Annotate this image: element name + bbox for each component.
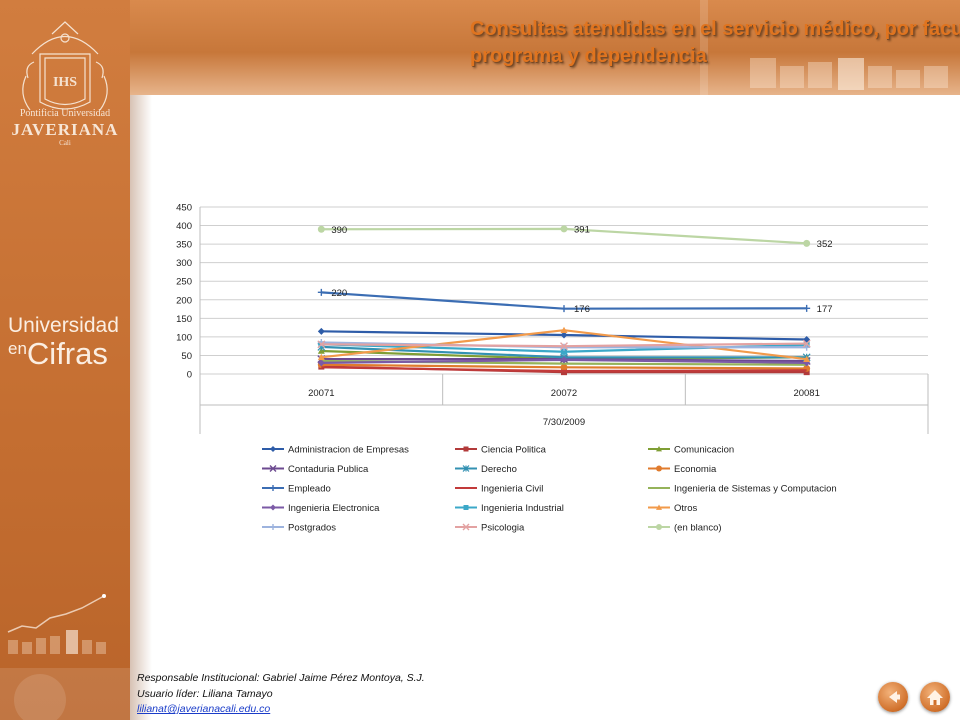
legend-entry: Psicologia bbox=[481, 523, 525, 534]
y-tick-label: 150 bbox=[176, 314, 192, 325]
y-tick-label: 250 bbox=[176, 277, 192, 288]
data-point bbox=[317, 225, 325, 233]
legend-marker bbox=[463, 505, 469, 510]
logo-line-javeriana: JAVERIANA bbox=[11, 120, 119, 139]
y-tick-label: 400 bbox=[176, 221, 192, 232]
university-crest-icon: IHS bbox=[22, 21, 108, 111]
legend-marker bbox=[656, 446, 662, 452]
x-tick-label: 20072 bbox=[551, 388, 577, 399]
x-tick-label: 20081 bbox=[793, 388, 819, 399]
legend-marker bbox=[462, 523, 470, 531]
slide-title: Consultas atendidas en el servicio médic… bbox=[470, 18, 960, 67]
legend-marker bbox=[463, 446, 469, 452]
legend-marker bbox=[656, 504, 662, 510]
sidebar: IHS Pontificia Universidad JAVERIANA Cal… bbox=[0, 0, 130, 720]
back-button[interactable] bbox=[878, 682, 908, 712]
data-point bbox=[560, 225, 568, 233]
brand-en: en bbox=[8, 339, 27, 358]
home-button[interactable] bbox=[920, 682, 950, 712]
legend-marker bbox=[656, 465, 662, 472]
legend-entry: Administracion de Empresas bbox=[288, 445, 409, 456]
header-bars-decoration-icon bbox=[700, 0, 948, 95]
legend-entry: Empleado bbox=[288, 484, 331, 495]
footer-responsable: Responsable Institucional: Gabriel Jaime… bbox=[137, 672, 425, 684]
data-label: 391 bbox=[574, 224, 590, 235]
brand-cifras: Cifras bbox=[26, 336, 108, 371]
slide-header: Consultas atendidas en el servicio médic… bbox=[130, 0, 960, 95]
data-point bbox=[561, 369, 567, 376]
data-point bbox=[803, 369, 810, 376]
data-point bbox=[317, 340, 326, 349]
y-tick-label: 300 bbox=[176, 258, 192, 269]
legend-entry: Ingenieria Civil bbox=[481, 484, 543, 495]
data-label: 352 bbox=[817, 239, 833, 250]
category-group-label: 7/30/2009 bbox=[543, 417, 585, 428]
data-point bbox=[560, 356, 568, 364]
footer-usuario: Usuario líder: Liliana Tamayo bbox=[137, 687, 273, 700]
legend-marker bbox=[270, 485, 276, 491]
growth-chart-decoration-icon bbox=[0, 594, 130, 720]
data-point bbox=[803, 239, 811, 247]
logo-line-cali: Cali bbox=[59, 139, 71, 147]
data-label: 176 bbox=[574, 304, 590, 315]
data-point bbox=[317, 347, 325, 354]
legend-entry: Comunicacion bbox=[674, 445, 734, 456]
data-point bbox=[317, 327, 325, 335]
data-point bbox=[560, 326, 568, 334]
legend-marker bbox=[656, 524, 662, 530]
data-label: 220 bbox=[331, 288, 347, 299]
data-point bbox=[561, 348, 567, 355]
legend-marker bbox=[269, 465, 277, 472]
x-tick-label: 20071 bbox=[308, 388, 334, 399]
legend-entry: Otros bbox=[674, 503, 697, 514]
data-point bbox=[803, 304, 811, 312]
brand-universidad: Universidad bbox=[8, 314, 119, 337]
y-tick-label: 200 bbox=[176, 295, 192, 306]
data-point bbox=[560, 305, 568, 313]
legend-marker bbox=[270, 524, 276, 530]
y-tick-label: 100 bbox=[176, 332, 192, 343]
data-label: 177 bbox=[817, 304, 833, 315]
back-arrow-icon bbox=[889, 691, 900, 703]
y-tick-label: 450 bbox=[176, 203, 192, 214]
legend-entry: Postgrados bbox=[288, 523, 336, 534]
data-point bbox=[560, 331, 568, 339]
data-label: 390 bbox=[331, 225, 347, 236]
series-line bbox=[321, 366, 807, 373]
logo-line-pontificia: Pontificia Universidad bbox=[19, 108, 111, 119]
legend-marker bbox=[270, 446, 276, 452]
legend-entry: Ingenieria Electronica bbox=[288, 503, 380, 514]
data-point bbox=[317, 288, 325, 296]
legend-entry: Ciencia Politica bbox=[481, 445, 547, 456]
legend-entry: Contaduria Publica bbox=[288, 464, 369, 475]
home-icon bbox=[927, 690, 943, 705]
data-point bbox=[803, 343, 811, 351]
sidebar-shadow bbox=[130, 0, 152, 720]
svg-text:IHS: IHS bbox=[53, 75, 77, 90]
data-point bbox=[317, 359, 325, 367]
legend-marker bbox=[270, 504, 276, 511]
legend-entry: Ingenieria de Sistemas y Computacion bbox=[674, 484, 837, 495]
data-point bbox=[802, 339, 811, 348]
legend-entry: Derecho bbox=[481, 464, 517, 475]
y-tick-label: 50 bbox=[181, 351, 192, 362]
y-tick-label: 350 bbox=[176, 240, 192, 251]
brand-en-cifras: enCifras bbox=[8, 336, 108, 372]
legend-marker bbox=[462, 465, 470, 472]
data-point bbox=[560, 343, 568, 351]
legend-entry: Ingenieria Industrial bbox=[481, 503, 564, 514]
legend-entry: Economia bbox=[674, 464, 717, 475]
footer-email-link[interactable]: lilianat@javerianacali.edu.co bbox=[137, 703, 271, 715]
legend-entry: (en blanco) bbox=[674, 523, 722, 534]
data-point bbox=[560, 342, 568, 351]
data-point bbox=[317, 353, 325, 361]
data-point bbox=[560, 363, 568, 371]
footer: Responsable Institucional: Gabriel Jaime… bbox=[137, 671, 425, 718]
data-point bbox=[803, 355, 811, 362]
y-tick-label: 0 bbox=[187, 370, 192, 381]
